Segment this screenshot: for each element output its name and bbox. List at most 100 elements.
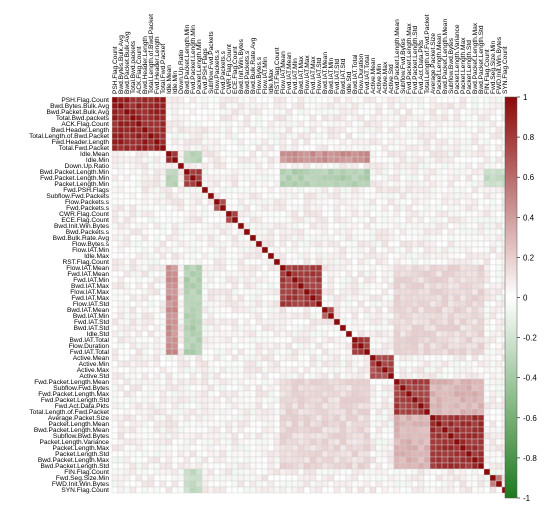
heatmap-cell — [381, 270, 389, 278]
heatmap-cell — [447, 342, 455, 350]
heatmap-cell — [309, 426, 317, 434]
heatmap-cell — [291, 228, 299, 236]
heatmap-cell — [279, 144, 287, 152]
heatmap-cell — [381, 390, 389, 398]
heatmap-cell — [357, 402, 365, 410]
heatmap-cell — [369, 282, 377, 290]
heatmap-cell — [303, 342, 311, 350]
heatmap-cell — [351, 462, 359, 470]
heatmap-cell — [207, 270, 215, 278]
heatmap-cell — [297, 192, 305, 200]
heatmap-cell — [459, 276, 467, 284]
heatmap-cell — [237, 282, 245, 290]
heatmap-cell — [489, 336, 497, 344]
heatmap-cell — [351, 396, 359, 404]
heatmap-cell — [399, 330, 407, 338]
heatmap-cell — [447, 258, 455, 266]
row-label: Bwd.IAT.Std — [74, 325, 110, 332]
heatmap-cell — [189, 468, 197, 476]
heatmap-cell — [363, 126, 371, 134]
heatmap-cell — [441, 444, 449, 452]
heatmap-cell — [111, 108, 119, 116]
heatmap-cell — [315, 444, 323, 452]
row-label: Flow.IAT.Std — [73, 301, 109, 308]
heatmap-cell — [303, 138, 311, 146]
heatmap-cell — [417, 156, 425, 164]
heatmap-cell — [153, 384, 161, 392]
heatmap-cell — [381, 414, 389, 422]
heatmap-cell — [165, 126, 173, 134]
heatmap-cell — [255, 222, 263, 230]
heatmap-cell — [213, 108, 221, 116]
heatmap-cell — [147, 324, 155, 332]
heatmap-cell — [249, 180, 257, 188]
heatmap-cell — [285, 96, 293, 104]
heatmap-cell — [111, 246, 119, 254]
heatmap-cell — [387, 390, 395, 398]
heatmap-cell — [249, 360, 257, 368]
heatmap-cell — [135, 228, 143, 236]
heatmap-cell — [423, 336, 431, 344]
heatmap-cell — [447, 144, 455, 152]
heatmap-cell — [465, 246, 473, 254]
row-label: Bwd.IAT.Min — [73, 313, 109, 320]
heatmap-cell — [411, 222, 419, 230]
heatmap-cell — [231, 102, 239, 110]
heatmap-cell — [195, 102, 203, 110]
heatmap-cell — [243, 378, 251, 386]
heatmap-cell — [411, 264, 419, 272]
heatmap-cell — [237, 96, 245, 104]
row-label: Active.Max — [77, 367, 110, 374]
heatmap-cell — [357, 114, 365, 122]
heatmap-cell — [327, 312, 335, 320]
heatmap-cell — [393, 288, 401, 296]
heatmap-cell — [303, 162, 311, 170]
heatmap-cell — [315, 216, 323, 224]
heatmap-cell — [369, 114, 377, 122]
heatmap-cell — [489, 108, 497, 116]
heatmap-cell — [273, 270, 281, 278]
heatmap-cell — [153, 336, 161, 344]
heatmap-cell — [225, 402, 233, 410]
heatmap-cell — [111, 324, 119, 332]
heatmap-cell — [249, 288, 257, 296]
heatmap-cell — [237, 264, 245, 272]
heatmap-cell — [213, 270, 221, 278]
heatmap-cell — [219, 480, 227, 488]
heatmap-cell — [273, 252, 281, 260]
heatmap-cell — [249, 216, 257, 224]
heatmap-cell — [417, 390, 425, 398]
heatmap-cell — [471, 474, 479, 482]
heatmap-cell — [279, 324, 287, 332]
heatmap-cell — [333, 354, 341, 362]
heatmap-cell — [363, 192, 371, 200]
heatmap-cell — [363, 252, 371, 260]
heatmap-cell — [423, 96, 431, 104]
heatmap-cell — [303, 246, 311, 254]
heatmap-cell — [441, 156, 449, 164]
heatmap-cell — [183, 228, 191, 236]
heatmap-cell — [189, 114, 197, 122]
heatmap-cell — [189, 108, 197, 116]
heatmap-cell — [471, 162, 479, 170]
heatmap-cell — [141, 426, 149, 434]
heatmap-cell — [201, 246, 209, 254]
heatmap-cell — [117, 144, 125, 152]
heatmap-cell — [471, 324, 479, 332]
heatmap-cell — [483, 390, 491, 398]
row-label: SYN.Flag.Count — [61, 487, 109, 494]
heatmap-cell — [411, 456, 419, 464]
heatmap-cell — [405, 210, 413, 218]
heatmap-cell — [261, 426, 269, 434]
heatmap-cell — [417, 420, 425, 428]
heatmap-cell — [273, 192, 281, 200]
heatmap-cell — [183, 150, 191, 158]
heatmap-cell — [459, 216, 467, 224]
heatmap-cell — [261, 174, 269, 182]
heatmap-cell — [441, 108, 449, 116]
heatmap-cell — [183, 306, 191, 314]
heatmap-cell — [309, 138, 317, 146]
heatmap-cell — [189, 486, 197, 494]
heatmap-cell — [321, 150, 329, 158]
heatmap-cell — [225, 438, 233, 446]
